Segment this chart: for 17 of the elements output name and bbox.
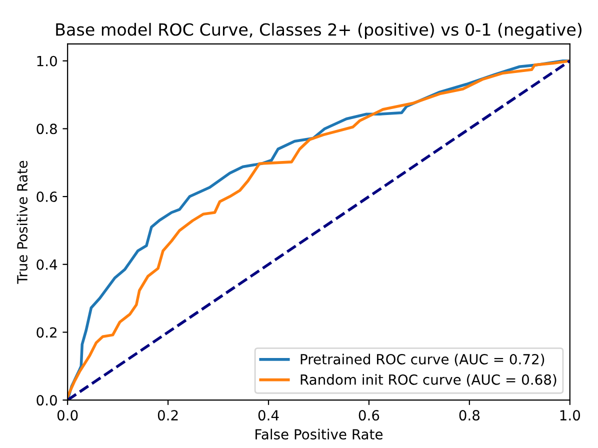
- y-tick-label: 0.8: [36, 124, 57, 134]
- x-tick-label: 1.0: [560, 410, 580, 421]
- y-tick-label: 1.0: [37, 56, 57, 66]
- y-tick-label: 0.6: [36, 192, 57, 202]
- x-tick-label: 0.4: [258, 410, 279, 421]
- y-tick-label: 0.2: [36, 327, 56, 338]
- x-axis-title: False Positive Rate: [256, 428, 383, 440]
- legend-label: Random init ROC curve (AUC = 0.68): [300, 374, 556, 387]
- x-tick-label: 0.8: [459, 410, 480, 421]
- y-axis-title: True Positive Rate: [16, 160, 28, 284]
- x-tick-label: 0.0: [57, 410, 78, 421]
- y-tick-label: 0.0: [36, 395, 57, 406]
- legend-label: Pretrained ROC curve (AUC = 0.72): [300, 354, 544, 366]
- x-tick-label: 0.2: [158, 410, 178, 421]
- chart-title: Base model ROC Curve, Classes 2+ (positive) vs 0-1 (negative): [56, 22, 582, 40]
- x-tick-label: 0.6: [358, 410, 380, 421]
- y-tick-label: 0.4: [36, 259, 58, 270]
